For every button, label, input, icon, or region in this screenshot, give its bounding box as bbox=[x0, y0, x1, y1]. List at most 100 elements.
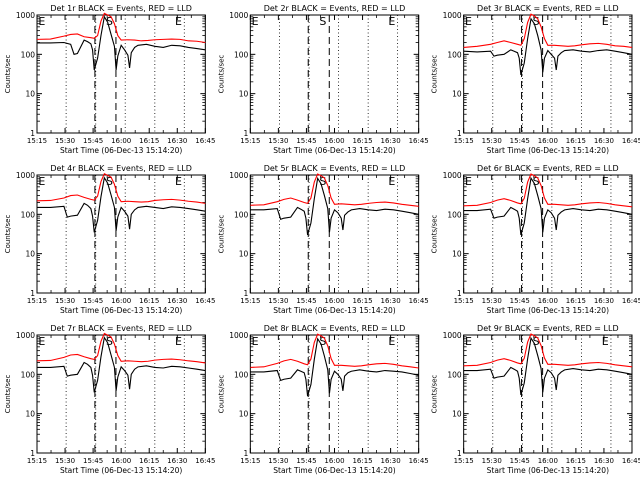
y-tick-label: 1 bbox=[30, 129, 35, 138]
x-tick-label: 16:30 bbox=[167, 457, 187, 465]
event-marker-label: E bbox=[38, 335, 45, 348]
events-series-line bbox=[37, 15, 206, 71]
y-tick-label: 1000 bbox=[443, 11, 462, 20]
y-tick-label: 1000 bbox=[16, 11, 35, 20]
y-tick-label: 10 bbox=[239, 250, 249, 259]
y-tick-label: 10 bbox=[239, 90, 249, 99]
plot-frame bbox=[36, 334, 206, 454]
y-axis-label: Counts/sec bbox=[4, 215, 12, 254]
y-tick-label: 10 bbox=[25, 90, 35, 99]
plot-frame bbox=[463, 14, 633, 134]
plot-frame bbox=[463, 174, 633, 294]
x-axis-label: Start Time (06-Dec-13 15:14:20) bbox=[273, 466, 395, 475]
x-tick-label: 15:15 bbox=[240, 297, 260, 305]
event-marker-label: E bbox=[388, 15, 395, 28]
y-axis-label: Counts/sec bbox=[431, 55, 439, 94]
y-tick-label: 100 bbox=[234, 370, 249, 379]
lld-series-line bbox=[463, 13, 633, 48]
plot-frame bbox=[36, 174, 206, 294]
x-tick-label: 15:30 bbox=[55, 297, 75, 305]
x-tick-label: 16:45 bbox=[622, 457, 640, 465]
x-tick-label: 15:15 bbox=[454, 137, 474, 145]
x-tick-label: 16:00 bbox=[111, 297, 131, 305]
x-tick-label: 15:15 bbox=[240, 137, 260, 145]
events-series-line bbox=[250, 337, 419, 397]
x-tick-label: 15:45 bbox=[296, 457, 316, 465]
panel-title: Det 2r BLACK = Events, RED = LLD bbox=[264, 4, 406, 13]
x-tick-label: 15:45 bbox=[510, 297, 530, 305]
panel-title: Det 1r BLACK = Events, RED = LLD bbox=[50, 4, 192, 13]
x-tick-label: 16:30 bbox=[594, 457, 614, 465]
event-marker-label: S bbox=[319, 335, 326, 348]
y-axis-label: Counts/sec bbox=[217, 55, 225, 94]
x-tick-label: 16:45 bbox=[622, 137, 640, 145]
x-tick-label: 16:45 bbox=[622, 297, 640, 305]
events-series-line bbox=[250, 176, 419, 236]
y-tick-label: 1 bbox=[30, 449, 35, 458]
y-tick-label: 100 bbox=[21, 50, 36, 59]
x-tick-label: 15:45 bbox=[296, 137, 316, 145]
event-marker-label: S bbox=[319, 175, 326, 188]
x-tick-label: 16:45 bbox=[195, 457, 215, 465]
x-axis-label: Start Time (06-Dec-13 15:14:20) bbox=[60, 146, 182, 155]
x-tick-label: 15:45 bbox=[83, 297, 103, 305]
x-tick-label: 15:30 bbox=[482, 137, 502, 145]
plot-frame bbox=[249, 174, 420, 294]
x-tick-label: 15:45 bbox=[83, 137, 103, 145]
x-tick-label: 16:15 bbox=[566, 297, 586, 305]
x-tick-label: 16:00 bbox=[324, 457, 344, 465]
lld-series-line bbox=[36, 12, 206, 44]
lld-series-line bbox=[250, 333, 419, 369]
x-tick-label: 16:00 bbox=[538, 457, 558, 465]
x-tick-label: 16:30 bbox=[381, 457, 401, 465]
event-marker-label: E bbox=[175, 175, 182, 188]
events-series-line bbox=[37, 176, 206, 233]
plot-frame bbox=[249, 14, 420, 134]
x-tick-label: 15:30 bbox=[55, 457, 75, 465]
x-tick-label: 15:30 bbox=[268, 137, 288, 145]
x-tick-label: 16:30 bbox=[167, 297, 187, 305]
detector-panel: Det 1r BLACK = Events, RED = LLD 1 10 100 10… bbox=[4, 4, 215, 155]
event-marker-label: S bbox=[106, 335, 113, 348]
lld-series-line bbox=[463, 173, 633, 208]
y-axis-label: Counts/sec bbox=[431, 375, 439, 414]
x-tick-label: 15:30 bbox=[55, 137, 75, 145]
y-axis-label: Counts/sec bbox=[431, 215, 439, 254]
y-tick-label: 100 bbox=[21, 370, 36, 379]
y-tick-label: 100 bbox=[447, 370, 462, 379]
y-tick-label: 100 bbox=[447, 210, 462, 219]
x-tick-label: 16:15 bbox=[352, 297, 372, 305]
x-tick-label: 15:45 bbox=[296, 297, 316, 305]
x-axis-label: Start Time (06-Dec-13 15:14:20) bbox=[273, 146, 395, 155]
event-marker-label: E bbox=[602, 335, 609, 348]
lld-series-line bbox=[36, 332, 206, 364]
x-tick-label: 15:15 bbox=[454, 297, 474, 305]
event-marker-label: S bbox=[533, 175, 540, 188]
x-tick-label: 16:15 bbox=[566, 137, 586, 145]
x-tick-label: 15:15 bbox=[27, 137, 47, 145]
panel-title: Det 8r BLACK = Events, RED = LLD bbox=[264, 324, 406, 333]
y-tick-label: 1 bbox=[457, 449, 462, 458]
x-tick-label: 15:15 bbox=[240, 457, 260, 465]
plot-frame bbox=[36, 14, 206, 134]
x-tick-label: 16:30 bbox=[381, 297, 401, 305]
events-series-line bbox=[463, 17, 633, 76]
event-marker-label: E bbox=[465, 15, 472, 28]
x-tick-label: 16:00 bbox=[324, 297, 344, 305]
y-axis-label: Counts/sec bbox=[217, 215, 225, 254]
x-tick-label: 16:15 bbox=[139, 297, 159, 305]
x-tick-label: 15:30 bbox=[482, 297, 502, 305]
event-marker-label: E bbox=[602, 175, 609, 188]
x-tick-label: 15:15 bbox=[454, 457, 474, 465]
x-axis-label: Start Time (06-Dec-13 15:14:20) bbox=[487, 466, 609, 475]
y-tick-label: 1000 bbox=[16, 171, 35, 180]
x-tick-label: 15:30 bbox=[482, 457, 502, 465]
y-tick-label: 1 bbox=[244, 449, 249, 458]
x-tick-label: 15:30 bbox=[268, 457, 288, 465]
x-tick-label: 16:15 bbox=[139, 137, 159, 145]
y-tick-label: 1000 bbox=[229, 171, 248, 180]
x-tick-label: 15:45 bbox=[510, 457, 530, 465]
y-tick-label: 10 bbox=[452, 410, 462, 419]
x-tick-label: 15:45 bbox=[83, 457, 103, 465]
y-tick-label: 1 bbox=[244, 129, 249, 138]
